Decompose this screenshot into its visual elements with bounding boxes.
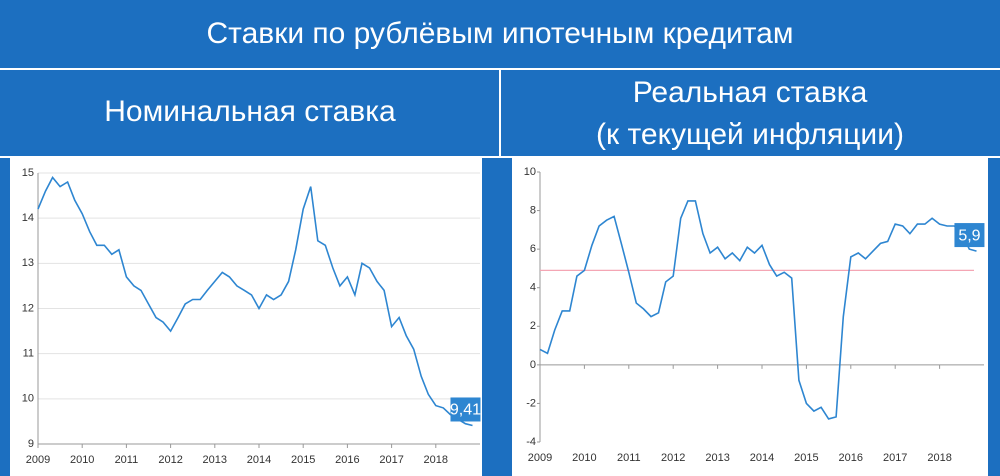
y-tick-label: 8 xyxy=(530,204,536,216)
y-tick-label: 14 xyxy=(22,212,34,224)
page-title: Ставки по рублёвым ипотечным кредитам xyxy=(207,17,794,50)
x-tick-label: 2017 xyxy=(883,452,907,464)
y-tick-label: 12 xyxy=(22,302,34,314)
x-tick-label: 2017 xyxy=(379,454,403,466)
y-tick-label: 13 xyxy=(22,257,34,269)
x-tick-label: 2009 xyxy=(528,452,552,464)
x-tick-label: 2012 xyxy=(158,454,182,466)
x-tick-label: 2010 xyxy=(572,452,596,464)
line xyxy=(539,200,977,420)
x-tick-label: 2016 xyxy=(335,454,359,466)
y-tick-label: 0 xyxy=(530,359,536,371)
value-label: 9,41 xyxy=(450,402,481,419)
x-tick-label: 2014 xyxy=(247,454,271,466)
value-label: 5,9 xyxy=(958,227,980,244)
value-label-box xyxy=(450,397,481,422)
x-tick-label: 2018 xyxy=(424,454,448,466)
y-tick-label: 2 xyxy=(530,320,536,332)
value-label-box xyxy=(954,223,985,248)
x-tick-label: 2011 xyxy=(617,452,641,464)
panel xyxy=(10,158,482,476)
x-tick-label: 2015 xyxy=(291,454,315,466)
panel-subtitle: (к текущей инфляции) xyxy=(596,118,904,151)
y-tick-label: 11 xyxy=(23,348,34,360)
x-tick-label: 2016 xyxy=(839,452,863,464)
y-tick-label: -2 xyxy=(526,397,536,409)
x-tick-label: 2015 xyxy=(794,452,818,464)
y-tick-label: -4 xyxy=(526,436,536,448)
y-tick-label: 4 xyxy=(530,282,536,294)
y-tick-label: 6 xyxy=(530,243,536,255)
y-tick-label: 10 xyxy=(22,393,34,405)
y-tick-label: 9 xyxy=(28,438,34,450)
x-tick-label: 2013 xyxy=(203,454,227,466)
x-tick-label: 2018 xyxy=(927,452,951,464)
panel-title: Номинальная ставка xyxy=(104,95,396,128)
x-tick-label: 2009 xyxy=(26,454,50,466)
y-tick-label: 10 xyxy=(524,166,536,178)
x-tick-label: 2011 xyxy=(115,454,139,466)
panel-title: Реальная ставка xyxy=(633,76,868,109)
y-tick-label: 15 xyxy=(22,167,34,179)
panel xyxy=(512,158,988,476)
x-tick-label: 2010 xyxy=(70,454,94,466)
x-tick-label: 2013 xyxy=(705,452,729,464)
line xyxy=(37,176,473,427)
x-tick-label: 2012 xyxy=(661,452,685,464)
x-tick-label: 2014 xyxy=(750,452,774,464)
